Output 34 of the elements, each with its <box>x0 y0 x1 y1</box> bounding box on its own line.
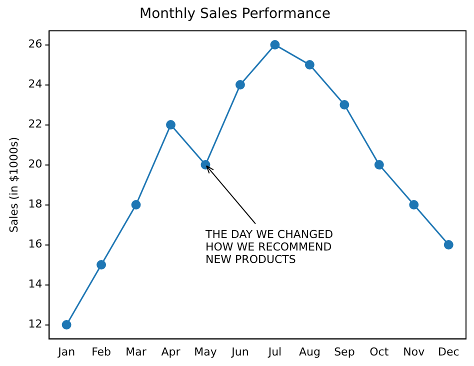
point <box>270 40 280 50</box>
x-tick-label: Oct <box>370 345 390 358</box>
chart-title: Monthly Sales Performance <box>140 6 330 22</box>
y-tick-label: 12 <box>28 318 42 331</box>
point <box>444 240 454 250</box>
x-tick-label: Nov <box>403 345 426 358</box>
y-tick-label: 20 <box>28 158 42 171</box>
x-tick-label: Feb <box>92 345 112 358</box>
point <box>304 60 314 70</box>
x-tick-label: Aug <box>298 345 320 358</box>
x-tick-label: Jun <box>230 345 249 358</box>
x-tick-label: Mar <box>126 345 147 358</box>
point <box>340 100 350 110</box>
y-axis-title: Sales (in $1000s) <box>7 136 20 233</box>
x-tick-label: May <box>194 345 218 358</box>
point <box>131 200 141 210</box>
y-tick-label: 14 <box>28 278 42 291</box>
point <box>166 120 176 130</box>
y-tick-label: 18 <box>28 198 42 211</box>
x-tick-label: Jul <box>267 345 282 358</box>
x-tick-label: Jan <box>57 345 76 358</box>
x-tick-label: Dec <box>438 345 460 358</box>
y-tick-label: 22 <box>28 118 42 131</box>
point <box>374 160 384 170</box>
x-tick-label: Apr <box>161 345 181 358</box>
y-tick-label: 24 <box>28 78 42 91</box>
x-tick-label: Sep <box>334 345 355 358</box>
point <box>409 200 419 210</box>
y-tick-label: 16 <box>28 238 42 251</box>
point <box>62 320 72 330</box>
point <box>96 260 106 270</box>
y-tick-label: 26 <box>28 38 42 51</box>
annotation: THE DAY WE CHANGED HOW WE RECOMMEND NEW PRODUCTS <box>204 228 334 266</box>
point <box>235 80 245 90</box>
